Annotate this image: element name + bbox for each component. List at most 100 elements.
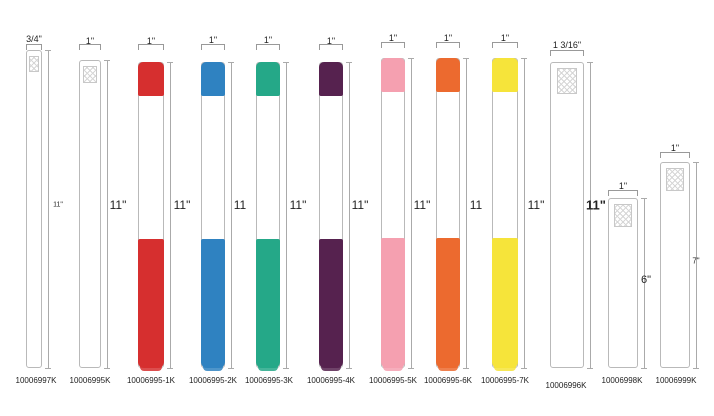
height-tick [283,368,289,369]
height-line [170,62,171,368]
height-tick [693,368,699,369]
height-tick [408,368,414,369]
height-tick [228,368,234,369]
height-line [48,50,49,368]
width-label: 1" [500,33,510,43]
adhesive-tab [666,168,684,191]
height-tick [45,368,51,369]
height-label: 11" [289,198,307,212]
color-tab [381,58,405,92]
wristband [660,162,690,368]
height-tick [167,368,173,369]
color-tab [319,62,343,96]
height-label: 11" [53,201,63,209]
color-strap [381,238,405,368]
width-label: 1 3/16" [552,40,582,50]
band-outline [608,198,638,368]
wristband [201,62,225,371]
height-tick [521,368,527,369]
wristband [436,58,460,371]
height-line [286,62,287,368]
height-tick [45,50,51,51]
width-label: 1" [670,143,680,153]
color-strap [436,238,460,368]
band-outline [550,62,584,368]
width-bracket [26,44,42,50]
color-strap [256,239,280,368]
height-label: 7" [692,256,700,266]
height-tick [641,368,647,369]
wristband [492,58,518,371]
width-label: 1" [146,36,156,46]
height-tick [228,62,234,63]
wristband [256,62,280,371]
wristband [550,62,584,368]
color-strap [319,239,343,368]
color-strap [201,239,225,368]
wristband [608,198,638,368]
adhesive-tab [83,66,97,83]
height-line [411,58,412,368]
height-tick [693,162,699,163]
height-label: 11 [469,198,483,212]
height-label: 11" [109,198,127,212]
wristband [381,58,405,371]
width-label: 1" [208,35,218,45]
strap-end [383,366,403,371]
height-tick [167,62,173,63]
wristband [319,62,343,371]
part-number: 10006995-3K [244,376,294,385]
height-tick [283,62,289,63]
color-strap [138,239,164,368]
width-bracket [256,44,280,50]
height-tick [104,60,110,61]
height-tick [346,62,352,63]
height-label: 11" [527,198,545,212]
part-number: 10006997K [15,376,57,385]
width-label: 1" [443,33,453,43]
color-tab [436,58,460,92]
band-outline [660,162,690,368]
width-bracket [436,42,460,48]
width-bracket [201,44,225,50]
band-outline [26,50,42,368]
strap-end [438,366,458,371]
height-tick [587,368,593,369]
height-tick [408,58,414,59]
height-line [466,58,467,368]
strap-end [203,366,223,371]
height-tick [463,368,469,369]
width-bracket [492,42,518,48]
part-number: 10006995-7K [480,376,530,385]
height-label: 11" [173,198,191,212]
width-label: 1" [85,36,95,46]
adhesive-tab [614,204,632,227]
part-number: 10006995-4K [306,376,356,385]
width-bracket [660,152,690,158]
height-tick [463,58,469,59]
width-bracket [608,190,638,196]
height-label: 11" [586,197,606,213]
strap-end [321,366,341,371]
band-outline [79,60,101,368]
color-tab [138,62,164,96]
wristband [26,50,42,368]
height-line [349,62,350,368]
strap-end [258,366,278,371]
width-label: 1" [618,181,628,191]
height-tick [346,368,352,369]
width-label: 3/4" [26,34,42,44]
width-bracket [381,42,405,48]
part-number: 10006996K [545,381,587,390]
height-line [524,58,525,368]
height-label: 11 [233,198,247,212]
width-label: 1" [326,36,336,46]
color-strap [492,238,518,368]
part-number: 10006998K [601,376,643,385]
height-tick [521,58,527,59]
width-label: 1" [388,33,398,43]
height-tick [104,368,110,369]
height-tick [587,62,593,63]
part-number: 10006995-6K [423,376,473,385]
